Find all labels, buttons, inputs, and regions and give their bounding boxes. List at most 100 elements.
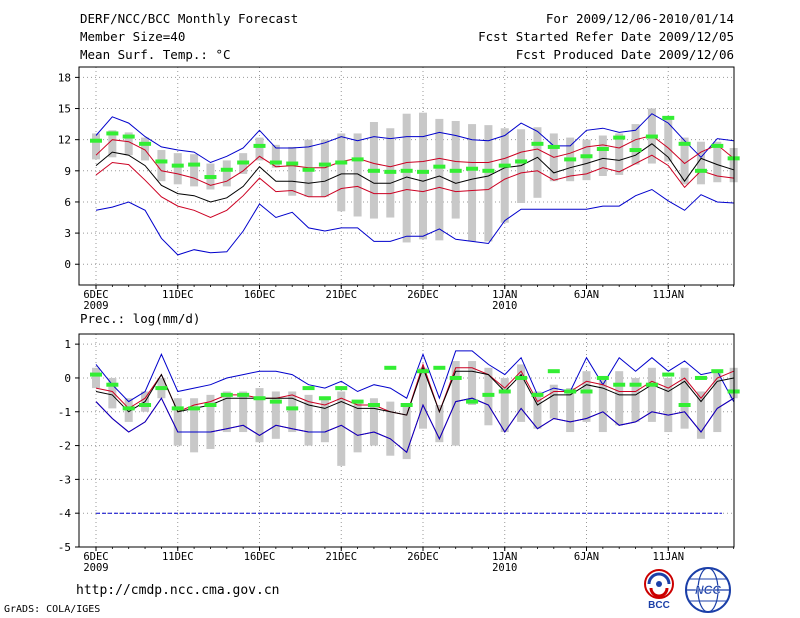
temp-spread-box <box>173 153 182 185</box>
precip-obs-mark <box>139 403 152 407</box>
precip-obs-mark <box>171 406 184 411</box>
temp-spread-box <box>664 118 673 162</box>
precip-xtick-year: 2009 <box>83 562 108 574</box>
forecast-produced-date: Fcst Produced Date 2009/12/06 <box>515 47 734 62</box>
temp-spread-box <box>190 154 199 187</box>
precip-xtick-label: 6DEC <box>83 551 108 563</box>
temp-spread-box <box>157 150 166 182</box>
temp-obs-mark <box>269 160 282 165</box>
precip-obs-mark <box>188 406 201 411</box>
precip-panel-title: Prec.: log(mm/d) <box>80 311 201 326</box>
temp-obs-mark <box>318 162 331 167</box>
temp-spread-box <box>402 113 411 243</box>
temp-obs-mark <box>662 115 675 120</box>
precip-obs-mark <box>449 375 462 380</box>
precip-obs-mark <box>122 406 135 411</box>
precip-obs-mark <box>596 375 609 380</box>
temp-spread-box <box>484 125 493 242</box>
temp-obs-mark <box>596 147 609 152</box>
temp-obs-mark <box>694 168 707 173</box>
precip-spread-box <box>468 361 477 405</box>
precip-xtick-label: 21DEC <box>325 551 357 563</box>
precip-spread-box <box>713 371 722 433</box>
precip-obs-mark <box>433 365 446 370</box>
temp-obs-mark <box>302 167 315 172</box>
precip-obs-mark <box>269 399 282 404</box>
precip-spread-box <box>206 394 215 449</box>
temp-obs-mark <box>253 143 266 148</box>
temp-obs-mark <box>237 160 250 165</box>
temp-obs-mark <box>171 163 184 168</box>
precip-spread-box <box>402 405 411 460</box>
temp-min-line <box>95 188 734 256</box>
precip-spread-box <box>500 377 509 433</box>
website-url[interactable]: http://cmdp.ncc.cma.gov.cn <box>76 583 280 598</box>
grads-credit: GrADS: COLA/IGES <box>4 604 101 615</box>
precip-xtick-year: 2010 <box>492 562 517 574</box>
bcc-logo: BCC <box>644 569 674 610</box>
temp-xtick-label: 11JAN <box>652 289 684 301</box>
temp-spread-box <box>713 141 722 183</box>
variable-label: Mean Surf. Temp.: °C <box>80 47 231 62</box>
temp-spread-box <box>419 112 427 240</box>
temp-obs-mark <box>155 159 168 164</box>
precip-spread-box <box>664 377 673 433</box>
temp-spread-box <box>108 130 117 158</box>
precip-obs-mark <box>237 392 250 397</box>
precip-obs-mark <box>564 389 577 394</box>
precip-obs-mark <box>204 403 217 407</box>
precip-spread-box <box>386 401 395 456</box>
precip-obs-mark <box>662 372 675 377</box>
temp-xtick-label: 21DEC <box>325 289 357 301</box>
precip-obs-mark <box>645 382 658 387</box>
temp-spread-box <box>533 127 542 198</box>
precip-max-line <box>95 350 735 403</box>
temp-obs-mark <box>335 160 348 165</box>
member-size: Member Size=40 <box>80 29 186 44</box>
precip-spread-box <box>598 377 607 433</box>
precip-obs-mark <box>253 396 266 401</box>
temp-obs-mark <box>384 169 397 174</box>
temp-ytick-label: 6 <box>64 196 71 209</box>
precip-ytick-label: -2 <box>58 440 71 453</box>
precip-min-line <box>95 397 734 454</box>
temp-spread-box <box>517 129 526 203</box>
ncc-logo-text: NCC <box>695 583 721 597</box>
precip-obs-mark <box>482 392 495 397</box>
precip-obs-mark <box>547 369 560 374</box>
precip-spread-box <box>435 405 444 443</box>
precip-spread-box <box>239 391 248 433</box>
precip-obs-mark <box>302 386 315 391</box>
precip-obs-mark <box>417 369 429 374</box>
temp-obs-mark <box>220 167 233 172</box>
temp-spread-box <box>696 141 705 185</box>
precip-obs-mark <box>678 403 691 407</box>
temp-spread-box <box>255 137 264 161</box>
temp-obs-mark <box>188 162 201 167</box>
precip-ytick-label: -4 <box>58 507 72 520</box>
temp-obs-mark <box>417 169 429 174</box>
temp-obs-mark <box>482 168 495 173</box>
precip-ytick-label: -1 <box>58 406 71 419</box>
precip-ytick-label: -3 <box>58 473 71 486</box>
precip-spread-box <box>615 371 624 426</box>
precip-spread-box <box>419 367 427 429</box>
precip-spread-box <box>696 391 705 439</box>
temp-obs-mark <box>90 138 102 143</box>
temp-spread-box <box>288 146 297 196</box>
precip-spread-box <box>533 391 542 429</box>
bcc-logo-text: BCC <box>648 600 670 610</box>
temp-obs-mark <box>629 148 642 153</box>
temp-ytick-label: 15 <box>58 103 71 116</box>
temp-ytick-label: 0 <box>64 258 71 271</box>
precip-obs-mark <box>711 369 724 374</box>
precip-obs-mark <box>155 386 168 391</box>
precip-spread-box <box>582 371 591 422</box>
precip-xtick-label: 11JAN <box>652 551 684 563</box>
temp-spread-box <box>598 135 607 176</box>
precip-obs-mark <box>531 392 544 397</box>
temp-obs-mark <box>367 168 380 173</box>
temp-obs-mark <box>564 157 577 162</box>
precip-upper-line <box>95 362 734 416</box>
